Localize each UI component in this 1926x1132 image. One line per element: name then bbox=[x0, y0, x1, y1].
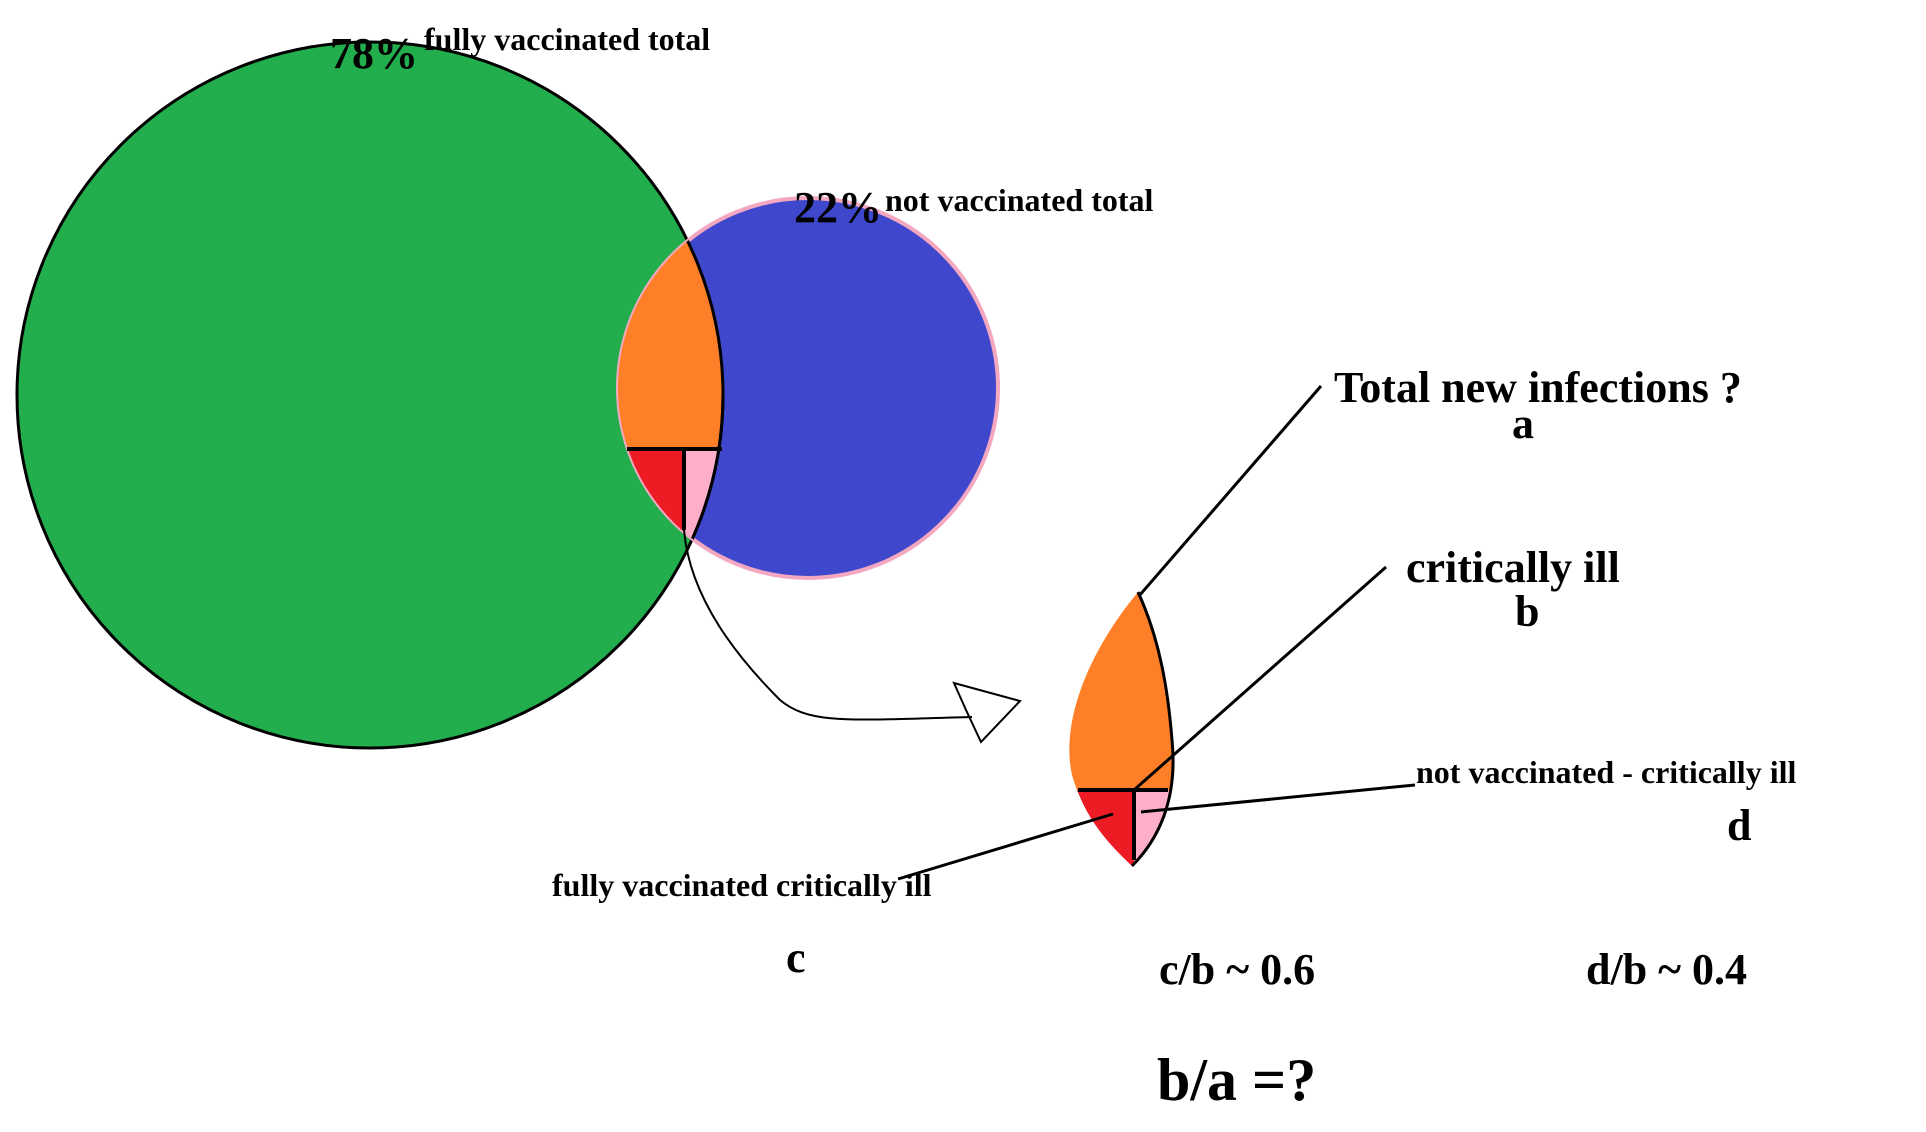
pointers bbox=[897, 385, 1416, 881]
arrow-head bbox=[952, 681, 1022, 744]
arrow bbox=[683, 529, 973, 721]
variable: c bbox=[786, 933, 806, 982]
label: fully vaccinated total bbox=[424, 21, 710, 57]
label: not vaccinated total bbox=[885, 182, 1154, 218]
label: Total new infections ? bbox=[1334, 363, 1742, 412]
question: b/a =? bbox=[1157, 1047, 1316, 1113]
label: critically ill bbox=[1406, 543, 1620, 592]
green-edge bbox=[618, 198, 725, 578]
zoom-lens bbox=[1069, 592, 1174, 866]
label: fully vaccinated critically ill bbox=[552, 867, 932, 903]
percent-label: 78% bbox=[330, 29, 418, 78]
variable: d bbox=[1727, 801, 1751, 850]
variable: b bbox=[1515, 587, 1539, 636]
ratio: c/b ~ 0.6 bbox=[1159, 945, 1315, 994]
label: not vaccinated - critically ill bbox=[1416, 754, 1796, 790]
lens-edge bbox=[1130, 591, 1175, 868]
variable: a bbox=[1512, 399, 1534, 448]
percent-label: 22% bbox=[794, 183, 882, 232]
ratio: d/b ~ 0.4 bbox=[1586, 945, 1747, 994]
